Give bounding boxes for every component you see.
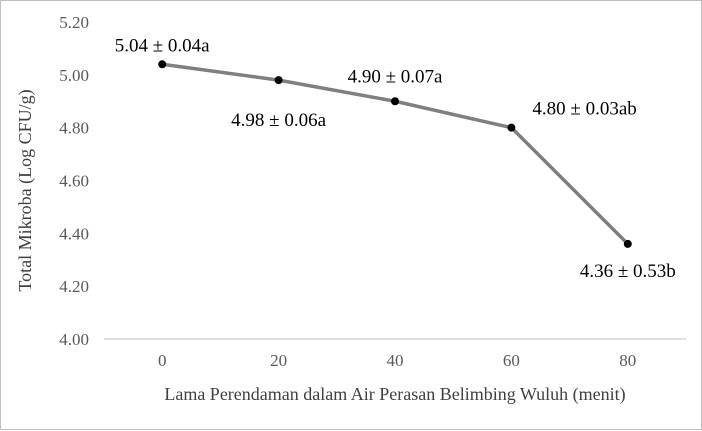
y-axis-title: Total Mikroba (Log CFU/g) [15, 89, 36, 291]
x-axis-title: Lama Perendaman dalam Air Perasan Belimb… [164, 384, 625, 405]
y-tick-label: 5.00 [59, 66, 89, 85]
data-point [623, 239, 632, 248]
x-tick-label: 80 [619, 351, 636, 370]
x-tick-label: 20 [270, 351, 287, 370]
data-label: 4.80 ± 0.03ab [532, 99, 636, 120]
y-tick-label: 4.00 [59, 330, 89, 349]
y-tick-label: 5.20 [59, 13, 89, 32]
data-label: 4.36 ± 0.53b [580, 261, 676, 282]
y-tick-label: 4.60 [59, 172, 89, 191]
data-label: 5.04 ± 0.04a [115, 35, 210, 56]
data-point [507, 123, 516, 132]
x-tick-label: 60 [503, 351, 520, 370]
y-tick-label: 4.20 [59, 277, 89, 296]
y-tick-label: 4.80 [59, 119, 89, 138]
data-point [391, 97, 399, 106]
data-point [158, 60, 167, 69]
data-point [274, 76, 283, 85]
y-tick-label: 4.40 [59, 224, 89, 243]
series-line [161, 62, 630, 246]
x-tick-label: 40 [387, 351, 404, 370]
data-label: 4.98 ± 0.06a [231, 110, 326, 131]
x-tick-label: 0 [158, 351, 167, 370]
data-label: 4.90 ± 0.07a [348, 66, 443, 87]
